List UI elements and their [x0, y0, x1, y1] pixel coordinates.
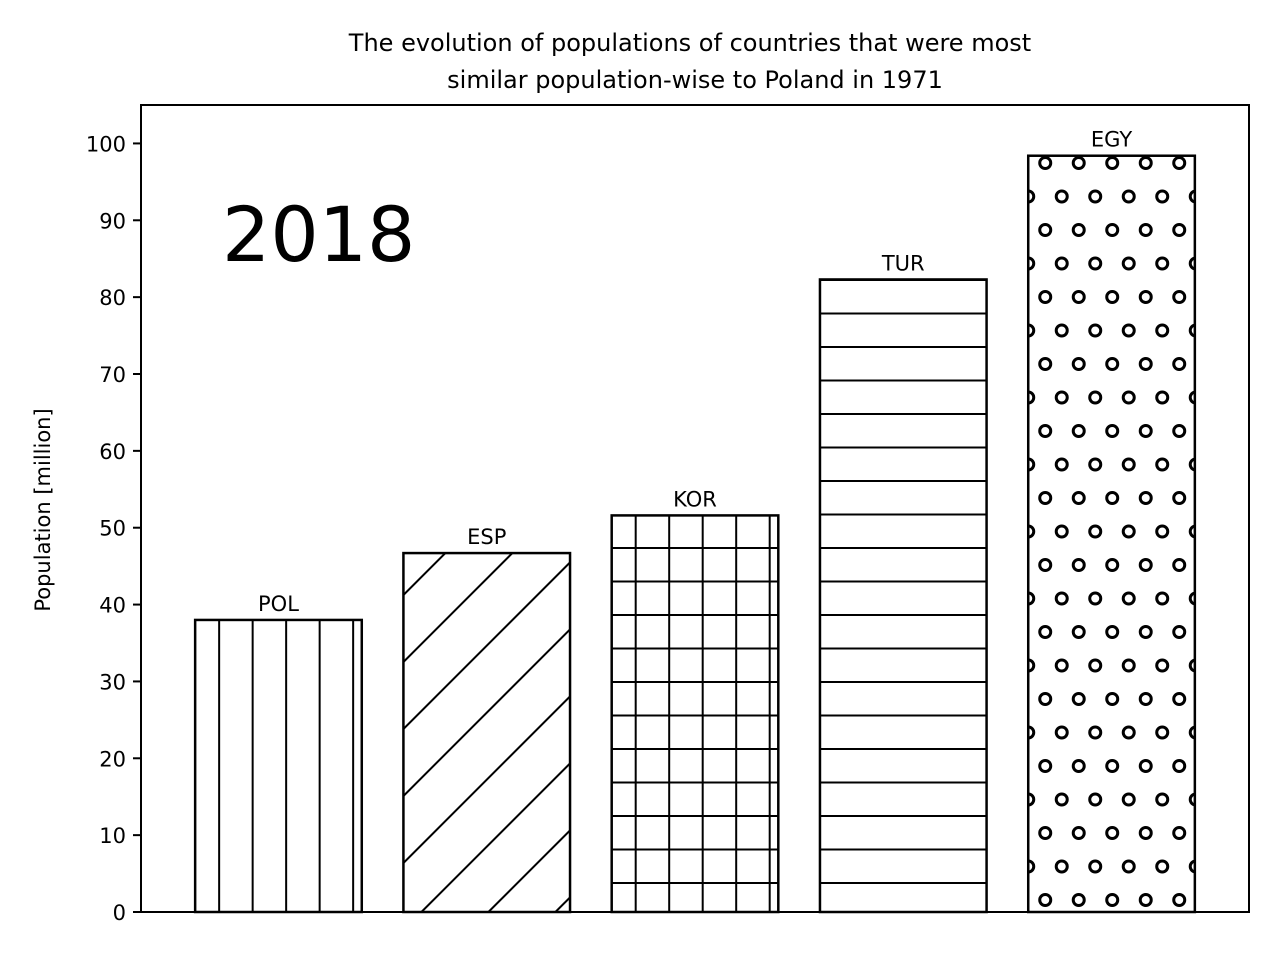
bar-egy: [1026, 154, 1197, 914]
y-axis-ticks: 0 10 20 30 40 50 60 70 80 90 100: [86, 132, 141, 925]
y-tick-label: 60: [99, 440, 126, 464]
chart-title-line-2: similar population-wise to Poland in 197…: [447, 66, 943, 94]
y-tick-label: 10: [99, 824, 126, 848]
bar-fill: [403, 553, 571, 912]
y-tick-label: 100: [86, 132, 126, 156]
y-tick-label: 0: [113, 901, 126, 925]
y-tick-label: 80: [99, 286, 126, 310]
bar-kor: [610, 514, 780, 914]
bar-labels: POL ESP KOR TUR EGY: [258, 128, 1132, 616]
chart-title-line-1: The evolution of populations of countrie…: [348, 29, 1031, 57]
bars-layer: [193, 154, 1197, 914]
bar-fill: [1028, 155, 1195, 912]
bar-tur: [818, 278, 988, 914]
bar-hatch: [218, 619, 355, 912]
plot-frame: [140, 104, 1250, 913]
bar-label-tur: TUR: [881, 251, 925, 275]
year-annotation: 2018: [222, 190, 415, 279]
y-tick-label: 90: [99, 209, 126, 233]
bar-fill: [819, 279, 987, 913]
bar-esp: [402, 551, 572, 914]
bar-label-kor: KOR: [673, 487, 717, 511]
bar-fill: [195, 619, 362, 912]
bar-label-pol: POL: [258, 592, 299, 616]
y-tick-label: 20: [99, 747, 126, 771]
y-tick-label: 30: [99, 670, 126, 694]
bar-hatch: [819, 279, 987, 884]
bar-pol: [193, 618, 364, 914]
y-tick-label: 40: [99, 594, 126, 618]
bar-hatch: [1028, 156, 1195, 907]
bar-label-egy: EGY: [1091, 128, 1132, 152]
bar-label-esp: ESP: [467, 525, 506, 549]
y-axis-label: Population [million]: [31, 408, 55, 611]
y-tick-label: 50: [99, 517, 126, 541]
y-tick-label: 70: [99, 363, 126, 387]
bar-hatch: [611, 515, 779, 912]
